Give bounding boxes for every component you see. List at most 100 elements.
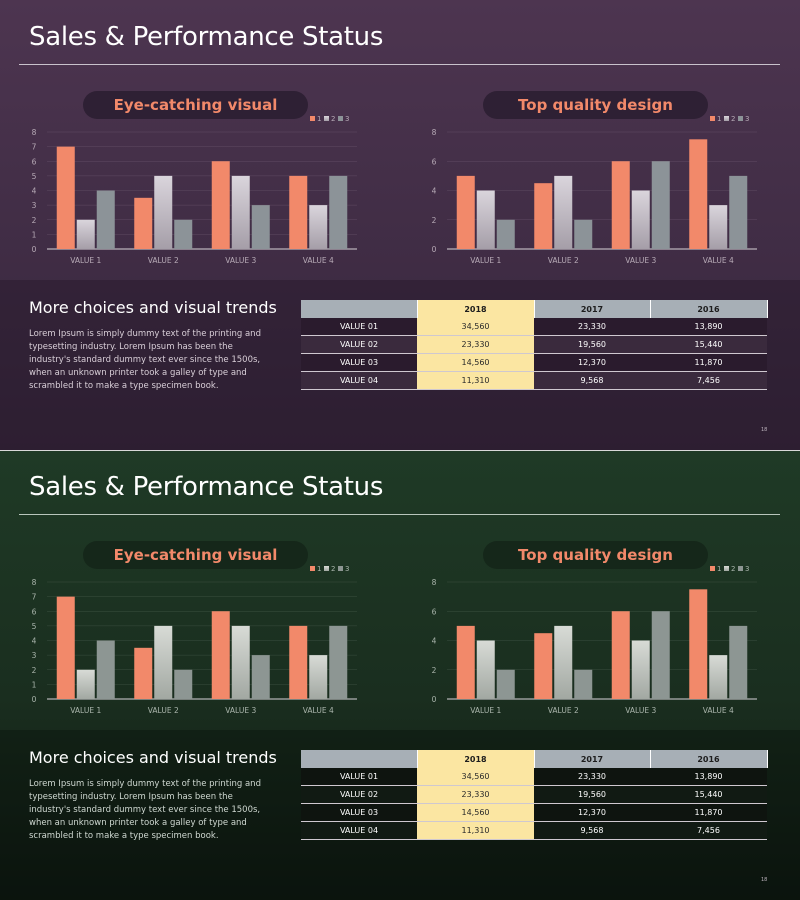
slide-green: Sales & Performance Status Eye-catching … — [0, 450, 800, 900]
legend-label: 1 — [717, 565, 721, 573]
y-tick-label: 6 — [32, 607, 37, 616]
y-tick-label: 0 — [32, 695, 37, 704]
y-tick-label: 4 — [432, 637, 437, 646]
bar-series-2 — [631, 640, 650, 699]
table-header-2018: 2018 — [417, 300, 535, 318]
bar-series-2 — [476, 190, 495, 249]
legend-label: 2 — [331, 565, 335, 573]
legend-label: 2 — [731, 115, 735, 123]
table-cell: 34,560 — [417, 768, 534, 786]
bar-series-1 — [56, 596, 75, 699]
table-cell: 23,330 — [417, 785, 534, 804]
bar-series-3 — [651, 161, 670, 249]
table-cell: 9,568 — [534, 821, 650, 840]
x-tick-label: VALUE 2 — [148, 706, 179, 715]
bar-series-3 — [574, 219, 593, 249]
y-tick-label: 0 — [432, 695, 437, 704]
bar-series-3 — [251, 655, 270, 699]
table-cell: 11,870 — [650, 353, 767, 372]
x-tick-label: VALUE 4 — [703, 256, 734, 265]
table-cell: 23,330 — [534, 318, 650, 336]
bar-series-3 — [174, 669, 193, 699]
y-tick-label: 2 — [32, 216, 37, 225]
bar-series-2 — [154, 175, 173, 249]
table-header-2016: 2016 — [650, 300, 768, 318]
table-cell: 23,330 — [534, 768, 650, 786]
table-row: VALUE 01 34,560 23,330 13,890 — [301, 318, 767, 336]
bar-series-1 — [611, 611, 630, 699]
bar-series-2 — [76, 219, 95, 249]
chart-title-pill-left: Eye-catching visual — [83, 91, 308, 119]
legend-label: 2 — [731, 565, 735, 573]
legend-swatch-2 — [724, 116, 729, 121]
y-tick-label: 4 — [32, 637, 37, 646]
table-cell-label: VALUE 01 — [301, 318, 417, 336]
y-tick-label: 1 — [32, 680, 37, 689]
section-body-text: Lorem Ipsum is simply dummy text of the … — [29, 329, 261, 391]
legend-swatch-1 — [310, 566, 315, 571]
bar-series-3 — [729, 625, 748, 699]
table-row: VALUE 02 23,330 19,560 15,440 — [301, 335, 767, 354]
legend-swatch-2 — [324, 566, 329, 571]
table-cell: 13,890 — [650, 768, 767, 786]
y-tick-label: 3 — [32, 651, 37, 660]
table-row: VALUE 04 11,310 9,568 7,456 — [301, 371, 767, 390]
title-divider — [19, 64, 780, 65]
table-cell: 23,330 — [417, 335, 534, 354]
x-tick-label: VALUE 1 — [470, 706, 501, 715]
x-tick-label: VALUE 2 — [548, 256, 579, 265]
table-cell: 13,890 — [650, 318, 767, 336]
bar-series-1 — [456, 625, 475, 699]
table-cell: 12,370 — [534, 803, 650, 822]
bar-series-2 — [709, 205, 728, 249]
page-number: 18 — [761, 427, 768, 433]
table-cell-label: VALUE 02 — [301, 785, 417, 804]
legend-label: 2 — [331, 115, 335, 123]
y-tick-label: 8 — [432, 128, 437, 137]
bar-series-3 — [96, 190, 115, 249]
legend-label: 1 — [317, 565, 321, 573]
legend-swatch-1 — [310, 116, 315, 121]
data-table: 2018 2017 2016 VALUE 01 34,560 23,330 13… — [301, 750, 768, 840]
legend-swatch-3 — [738, 566, 743, 571]
table-header-row: 2018 2017 2016 — [301, 300, 768, 318]
y-tick-label: 5 — [32, 172, 37, 181]
y-tick-label: 4 — [432, 187, 437, 196]
y-tick-label: 2 — [32, 666, 37, 675]
x-tick-label: VALUE 4 — [303, 706, 334, 715]
bar-series-2 — [631, 190, 650, 249]
x-tick-label: VALUE 3 — [225, 706, 256, 715]
bar-series-1 — [689, 139, 708, 249]
table-cell: 34,560 — [417, 318, 534, 336]
table-row: VALUE 04 11,310 9,568 7,456 — [301, 821, 767, 840]
table-cell-label: VALUE 02 — [301, 335, 417, 354]
bar-series-1 — [456, 175, 475, 249]
y-tick-label: 1 — [32, 230, 37, 239]
bar-series-3 — [251, 205, 270, 249]
table-header-2018: 2018 — [417, 750, 535, 768]
section-heading: More choices and visual trends — [29, 748, 277, 767]
legend-swatch-3 — [338, 566, 343, 571]
bar-series-2 — [476, 640, 495, 699]
legend-label: 1 — [717, 115, 721, 123]
legend-swatch-2 — [324, 116, 329, 121]
bar-chart-left: 0 1 2 3 4 5 6 7 8 VALUE 1 VALUE 2 VALUE 3 VALUE 4 1 2 3 — [32, 565, 357, 715]
table-cell: 11,310 — [417, 821, 534, 840]
bar-series-1 — [611, 161, 630, 249]
legend-swatch-2 — [724, 566, 729, 571]
table-header-2017: 2017 — [534, 300, 651, 318]
bar-series-1 — [689, 589, 708, 699]
bar-chart-right: 0 2 4 6 8 VALUE 1 VALUE 2 VALUE 3 VALUE 4 1 2 3 — [432, 565, 757, 715]
table-header-blank — [301, 300, 418, 318]
bar-series-2 — [554, 625, 573, 699]
table-cell: 11,870 — [650, 803, 767, 822]
table-header-2017: 2017 — [534, 750, 651, 768]
legend-label: 3 — [745, 115, 749, 123]
table-cell-label: VALUE 01 — [301, 768, 417, 786]
section-heading: More choices and visual trends — [29, 298, 277, 317]
y-tick-label: 6 — [432, 607, 437, 616]
bar-series-3 — [329, 175, 348, 249]
legend-label: 1 — [317, 115, 321, 123]
x-tick-label: VALUE 4 — [303, 256, 334, 265]
bar-series-3 — [174, 219, 193, 249]
